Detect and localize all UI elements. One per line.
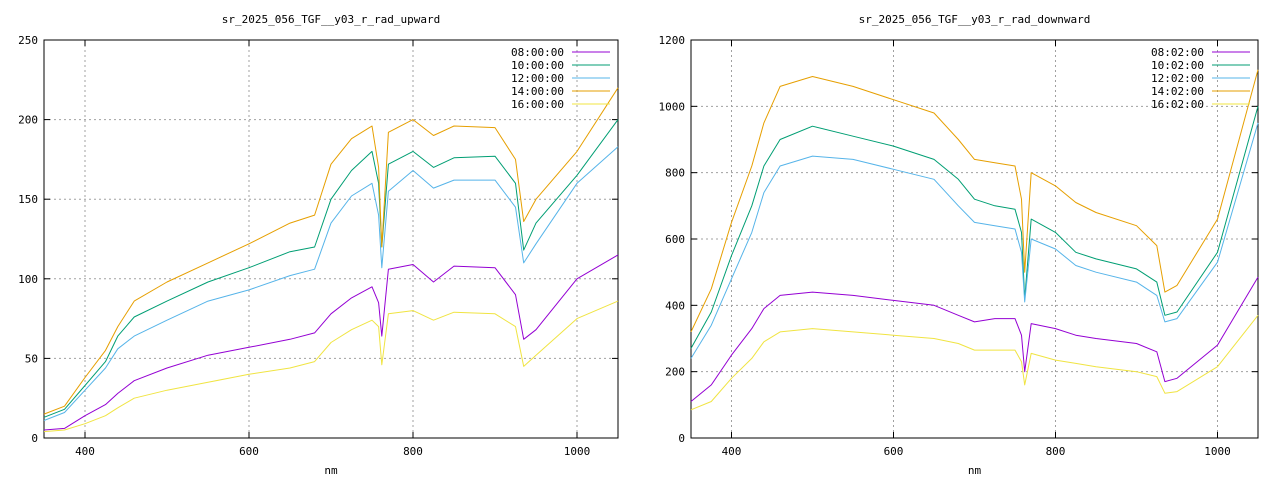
chart-svg: sr_2025_056_TGF__y03_r_rad_downward 400 60… [659,13,1259,477]
x-tick-label: 600 [884,445,904,458]
x-tick-label: 600 [239,445,259,458]
legend-label: 16:02:00 [1151,98,1204,111]
x-tick-label: 400 [75,445,95,458]
x-axis-label: nm [324,464,338,477]
x-tick-label: 400 [722,445,742,458]
legend-label: 08:00:00 [511,46,564,59]
series-line-3 [690,122,1259,359]
y-tick-label: 400 [665,299,685,312]
y-tick-label: 200 [18,114,38,127]
x-tick-label: 800 [1046,445,1066,458]
series-line-1 [43,254,619,431]
legend-label: 08:02:00 [1151,46,1204,59]
chart-title: sr_2025_056_TGF__y03_r_rad_downward [859,13,1091,26]
y-tick-label: 800 [665,167,685,180]
series-line-2 [690,106,1259,349]
legend-label: 10:02:00 [1151,59,1204,72]
series-line-2 [43,119,619,418]
y-tick-label: 200 [665,366,685,379]
downward-radiance-chart: sr_2025_056_TGF__y03_r_rad_downward 400 60… [640,0,1280,480]
series-line-5 [690,314,1259,411]
y-tick-label: 600 [665,233,685,246]
series-line-4 [43,87,619,415]
plot-frame [43,39,619,439]
chart-svg: sr_2025_056_TGF__y03_r_rad_upward 400 600 8… [18,13,619,477]
y-tick-label: 250 [18,34,38,47]
series-line-5 [43,300,619,433]
chart-title: sr_2025_056_TGF__y03_r_rad_upward [222,13,441,26]
x-tick-label: 1000 [564,445,591,458]
x-tick-label: 1000 [1204,445,1231,458]
y-tick-label: 1000 [659,100,686,113]
x-axis-label: nm [968,464,982,477]
y-tick-label: 0 [31,432,38,445]
legend-label: 12:00:00 [511,72,564,85]
legend-label: 16:00:00 [511,98,564,111]
series-line-1 [690,276,1259,402]
y-tick-label: 150 [18,193,38,206]
y-tick-label: 100 [18,273,38,286]
series-line-4 [690,69,1259,333]
legend-label: 12:02:00 [1151,72,1204,85]
legend-label: 14:00:00 [511,85,564,98]
y-tick-label: 0 [678,432,685,445]
x-tick-label: 800 [403,445,423,458]
legend-label: 14:02:00 [1151,85,1204,98]
legend-label: 10:00:00 [511,59,564,72]
y-tick-label: 1200 [659,34,686,47]
y-tick-label: 50 [25,352,38,365]
series-line-3 [43,146,619,421]
upward-radiance-chart: sr_2025_056_TGF__y03_r_rad_upward 400 600 8… [18,13,619,477]
